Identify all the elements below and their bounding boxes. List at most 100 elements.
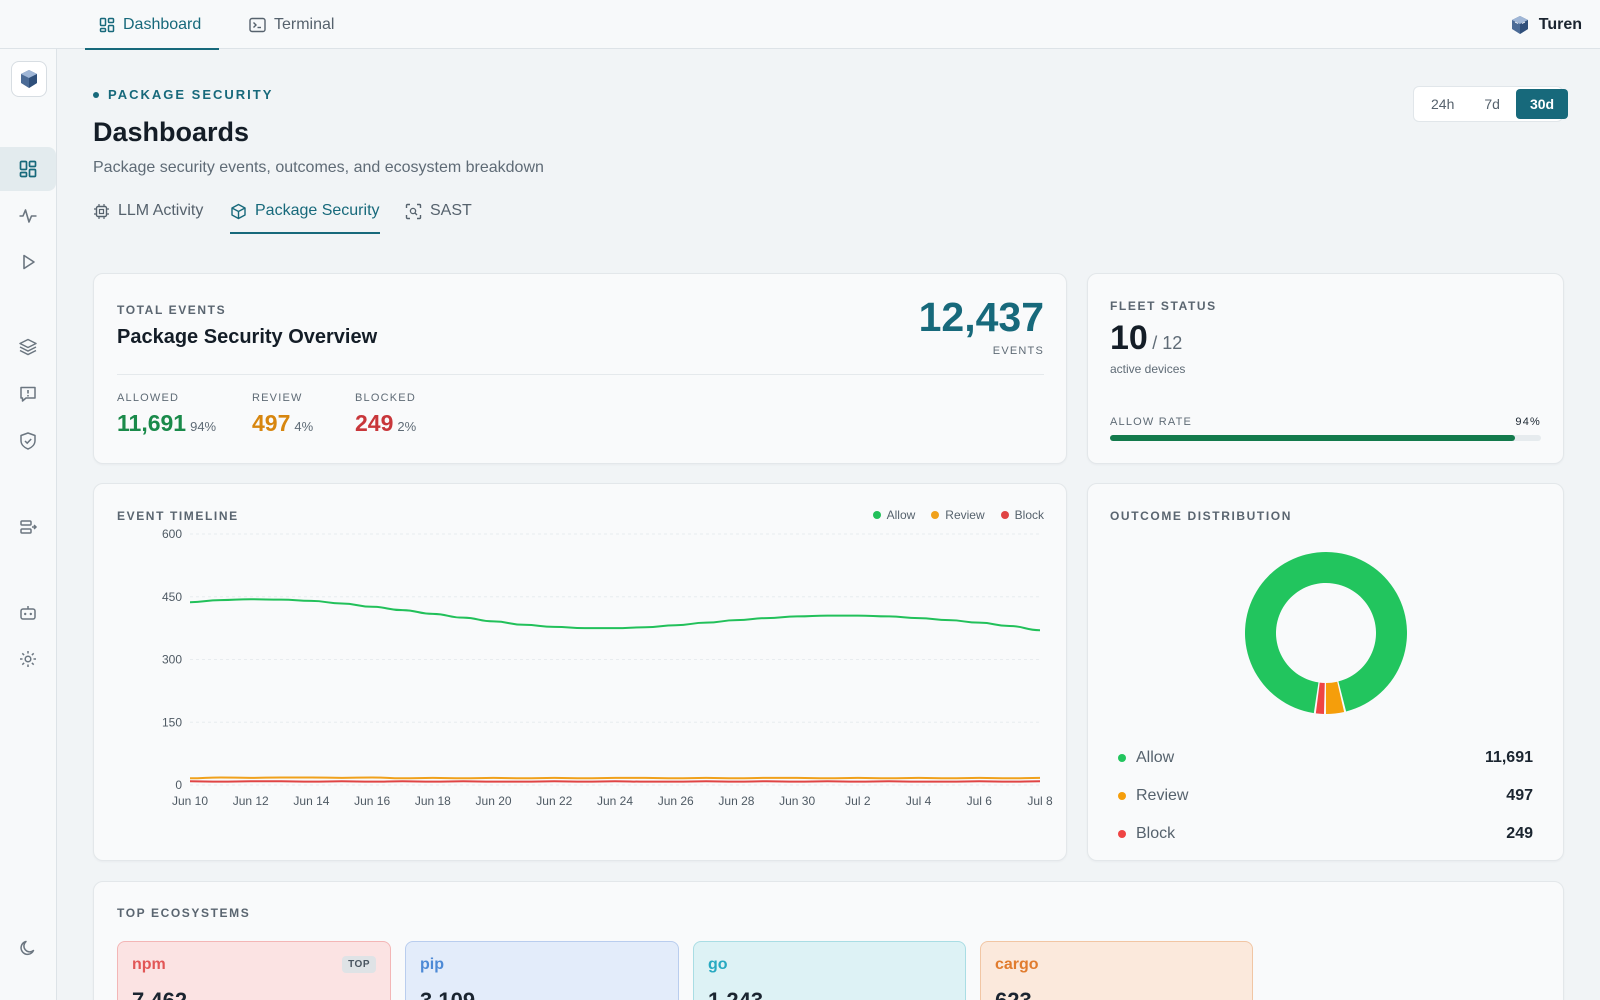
x-tick-label: Jun 14 (293, 794, 329, 808)
ecosystem-cargo-value: 623 (995, 988, 1032, 1000)
y-tick-label: 0 (175, 778, 182, 792)
active-tab-underline (230, 232, 380, 234)
outcome-label: OUTCOME DISTRIBUTION (1110, 509, 1292, 523)
ecosystem-npm-name: npm (132, 956, 166, 973)
x-tick-label: Jun 22 (536, 794, 572, 808)
brand[interactable]: Turen (1509, 0, 1582, 49)
outcome-allow-label: Allow (1136, 749, 1175, 766)
ecosystem-npm-value: 7,462 (132, 988, 187, 1000)
fleet-active-count: 10 (1110, 319, 1148, 357)
x-tick-label: Jun 10 (172, 794, 208, 808)
eyebrow-dot (93, 91, 99, 98)
ecosystem-go-name: go (708, 956, 728, 973)
sidebar-item-alerts[interactable] (0, 372, 56, 416)
ecosystem-card-cargo[interactable]: cargo 623 (980, 941, 1253, 1000)
timeline-chart: 0 150 300 450 600 Jun 10 Jun 12 Jun 14 Jun 16 Jun… (162, 529, 1053, 808)
package-icon (231, 203, 246, 219)
sidebar-item-routing[interactable] (0, 505, 56, 549)
moon-icon (20, 940, 35, 956)
stat-allowed: ALLOWED 11,691 94% (117, 392, 216, 437)
scan-icon (405, 203, 422, 219)
outcome-review-value: 497 (1506, 787, 1533, 804)
cube-logo-icon (1511, 15, 1528, 34)
legend-block: Block (1000, 508, 1044, 522)
sidebar (0, 49, 57, 1000)
total-events-unit: EVENTS (992, 345, 1044, 357)
top-bar: Dashboard Terminal Turen (0, 0, 1600, 50)
stat-review-pct: 4% (294, 419, 314, 434)
x-tick-label: Jun 12 (233, 794, 269, 808)
ecosystem-cargo-name: cargo (995, 956, 1039, 973)
overview-card: TOTAL EVENTS Package Security Overview 1… (93, 273, 1067, 464)
tab-dashboard[interactable]: Dashboard (85, 0, 219, 50)
outcome-review-label: Review (1136, 787, 1189, 804)
timeline-legend: Allow Review Block (872, 508, 1044, 522)
x-tick-label: Jun 26 (658, 794, 694, 808)
ecosystem-go-value: 1,243 (708, 988, 763, 1000)
y-tick-label: 300 (162, 653, 182, 667)
range-7d-button[interactable]: 7d (1484, 96, 1500, 112)
ecosystem-pip-value: 3,109 (420, 988, 475, 1000)
series-line-allow (189, 598, 1041, 632)
sidebar-item-agents[interactable] (0, 591, 56, 635)
stat-blocked-label: BLOCKED (355, 392, 416, 404)
x-tick-label: Jun 30 (779, 794, 815, 808)
x-tick-label: Jun 28 (718, 794, 754, 808)
allow-rate-track (1110, 435, 1541, 441)
ecosystem-card-go[interactable]: go 1,243 (693, 941, 966, 1000)
ecosystem-card-pip[interactable]: pip 3,109 (405, 941, 679, 1000)
play-icon (23, 254, 35, 270)
time-range-selector: 24h 7d 30d (1413, 86, 1569, 122)
divider (117, 374, 1044, 375)
gear-icon (20, 651, 36, 667)
x-tick-label: Jun 24 (597, 794, 633, 808)
stat-review: REVIEW 497 4% (252, 392, 313, 437)
legend-block-dot (1000, 511, 1009, 519)
message-alert-icon (20, 386, 36, 402)
ecosystem-card-npm[interactable]: npm TOP 7,462 (117, 941, 391, 1000)
tab-llm-activity[interactable]: LLM Activity (93, 202, 203, 234)
stat-blocked-pct: 2% (397, 419, 417, 434)
tab-package-security[interactable]: Package Security (230, 202, 380, 234)
sidebar-logo[interactable] (11, 61, 47, 97)
outcome-block-label: Block (1136, 825, 1176, 842)
tab-llm-activity-label: LLM Activity (118, 202, 204, 219)
terminal-icon (249, 17, 266, 32)
stat-allowed-label: ALLOWED (117, 392, 180, 404)
sidebar-item-settings[interactable] (0, 637, 56, 681)
sidebar-item-dashboard[interactable] (0, 147, 56, 191)
allow-rate-bar (1110, 435, 1516, 441)
tab-terminal[interactable]: Terminal (249, 0, 334, 49)
y-tick-label: 150 (162, 715, 182, 729)
range-30d-button[interactable]: 30d (1515, 89, 1569, 119)
page-eyebrow: PACKAGE SECURITY (93, 87, 273, 102)
ecosystems-label: TOP ECOSYSTEMS (117, 906, 251, 920)
stat-allowed-value: 11,691 (117, 410, 187, 436)
overview-eyebrow: TOTAL EVENTS (117, 303, 227, 317)
x-tick-label: Jul 8 (1027, 794, 1053, 808)
x-tick-label: Jul 2 (845, 794, 871, 808)
stat-allowed-pct: 94% (190, 419, 217, 434)
range-24h-button[interactable]: 24h (1431, 96, 1455, 112)
timeline-label: EVENT TIMELINE (117, 509, 239, 523)
tab-package-security-label: Package Security (255, 202, 380, 219)
tab-sast[interactable]: SAST (405, 202, 472, 234)
sidebar-item-theme[interactable] (0, 926, 56, 970)
page-subtitle: Package security events, outcomes, and e… (93, 159, 544, 176)
sidebar-item-activity[interactable] (0, 194, 56, 238)
fleet-status-card: FLEET STATUS 10 / 12 active devices ALLO… (1087, 273, 1564, 464)
stat-blocked-value: 249 (355, 410, 394, 436)
shield-check-icon (20, 432, 36, 450)
fleet-total-count: / 12 (1152, 333, 1183, 353)
x-tick-label: Jul 6 (967, 794, 993, 808)
sidebar-item-security[interactable] (0, 419, 56, 463)
outcome-donut-chart (1245, 552, 1407, 714)
x-tick-label: Jul 4 (906, 794, 932, 808)
legend-review: Review (931, 508, 985, 522)
activity-pulse-icon (19, 209, 37, 223)
top-badge: TOP (342, 956, 376, 973)
outcome-review-dot (1118, 792, 1126, 800)
sidebar-item-layers[interactable] (0, 325, 56, 369)
sidebar-item-run[interactable] (0, 240, 56, 284)
robot-icon (20, 606, 36, 620)
